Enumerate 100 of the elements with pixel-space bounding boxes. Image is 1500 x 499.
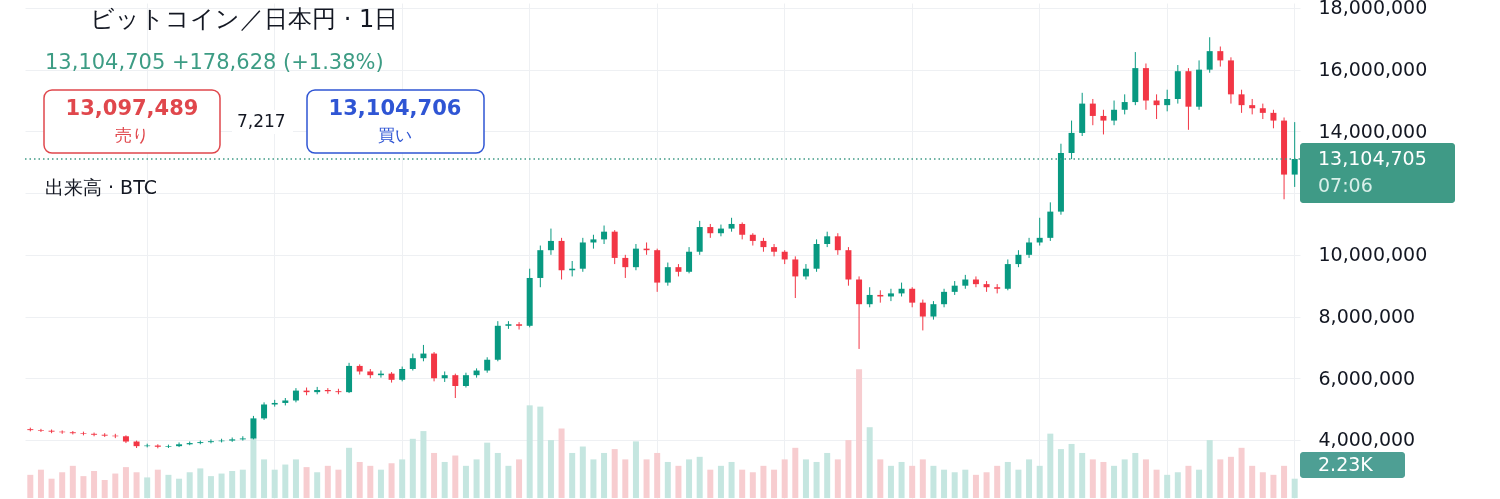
bar [197, 468, 204, 498]
candlestick [1026, 237, 1033, 259]
bar [431, 452, 438, 498]
candlestick [1238, 89, 1245, 114]
bar [1227, 456, 1234, 498]
bar [292, 459, 299, 498]
candlestick [1100, 109, 1107, 135]
bar [1036, 465, 1043, 498]
candlestick [601, 225, 608, 245]
bar [675, 465, 682, 498]
bar [792, 447, 799, 498]
bar [473, 459, 480, 498]
bar [941, 469, 948, 498]
bar [1142, 459, 1149, 498]
candlestick [1206, 36, 1213, 74]
candlestick [176, 441, 183, 448]
y-tick-label: 10,000,000 [1318, 243, 1428, 266]
candlestick [930, 300, 937, 321]
bar [664, 461, 671, 498]
bar [834, 459, 841, 498]
bar [866, 427, 873, 498]
bar [1026, 459, 1033, 498]
bar [972, 474, 979, 498]
bar [282, 464, 289, 498]
bar [207, 476, 214, 498]
candlestick [834, 232, 841, 256]
bar [526, 405, 533, 498]
bar [1121, 459, 1128, 498]
candlestick [887, 288, 894, 302]
candlestick [1089, 98, 1096, 126]
bar [48, 478, 55, 498]
bar [122, 467, 129, 498]
bar [69, 465, 76, 498]
bar [1291, 478, 1298, 498]
candlestick [802, 263, 809, 281]
bar [856, 369, 863, 498]
bar [845, 440, 852, 498]
bar [335, 469, 342, 498]
bar [728, 461, 735, 498]
candlestick [866, 286, 873, 308]
candlestick [1121, 93, 1128, 115]
candlestick [207, 438, 214, 444]
candlestick [771, 243, 778, 257]
bar [1281, 465, 1288, 498]
bar [91, 470, 98, 498]
bar [101, 479, 108, 498]
bar [601, 452, 608, 498]
bar [1174, 472, 1181, 498]
annotation: 7,217 [237, 111, 286, 131]
bar [1153, 469, 1160, 498]
bar [1196, 469, 1203, 498]
y-tick-label: 16,000,000 [1318, 58, 1428, 81]
bar [494, 452, 501, 498]
bar [1217, 459, 1224, 498]
bar [377, 469, 384, 498]
chart-title: 出来高 · BTC [45, 176, 157, 198]
y-tick-label: 6,000,000 [1318, 366, 1416, 389]
bar [218, 473, 225, 498]
bar [1132, 452, 1139, 498]
candlestick [1111, 100, 1118, 126]
bar [569, 452, 576, 498]
bar [516, 459, 523, 498]
bar [441, 461, 448, 498]
bar [1068, 443, 1075, 498]
bar [802, 459, 809, 498]
bar [1249, 465, 1256, 498]
candlestick [1217, 46, 1224, 68]
bar [654, 452, 661, 498]
bar [1206, 440, 1213, 498]
bar [1004, 461, 1011, 498]
bar [346, 447, 353, 498]
y-tick-label: 14,000,000 [1318, 119, 1428, 142]
bar [452, 455, 459, 498]
ref-line-label: 13,104,705 [1318, 147, 1427, 170]
bar [80, 476, 87, 498]
bar [739, 469, 746, 498]
text: 13,104,705 +178,628 (+1.38%) [45, 50, 384, 74]
bar [749, 472, 756, 498]
bar [909, 465, 916, 498]
candlestick [1291, 121, 1298, 188]
bar [611, 449, 618, 498]
bar [547, 440, 554, 498]
bar [176, 478, 183, 498]
bar [1057, 449, 1064, 498]
bar [154, 469, 161, 498]
bar [1111, 465, 1118, 498]
candlestick [632, 243, 639, 271]
annotation: 買い [378, 125, 412, 145]
bar [771, 469, 778, 498]
bar [462, 465, 469, 498]
candlestick [516, 321, 523, 330]
bar [250, 437, 257, 498]
bar [983, 472, 990, 498]
bar [420, 431, 427, 498]
bar [1047, 433, 1054, 498]
bar [1089, 459, 1096, 498]
bar [37, 469, 44, 498]
text: 2.23K [1318, 453, 1374, 475]
bar [962, 469, 969, 498]
bar [951, 472, 958, 498]
